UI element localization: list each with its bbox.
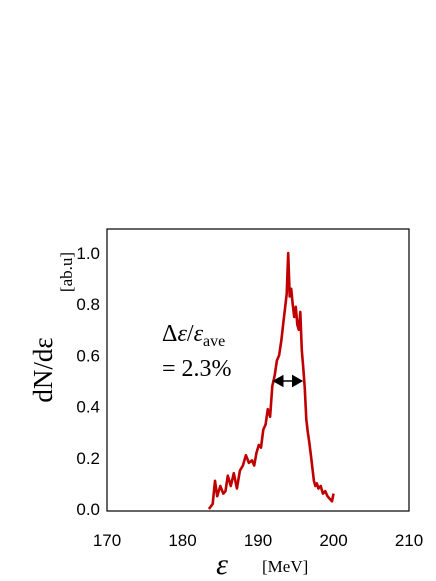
x-tick-label: 210 — [395, 531, 423, 550]
y-tick-labels: 0.0 0.2 0.4 0.6 0.8 1.0 — [76, 244, 100, 519]
x-tick-label: 190 — [244, 531, 272, 550]
spectrum-line — [207, 251, 335, 510]
y-tick-label: 0.4 — [76, 398, 100, 417]
annotation-line1: Δε/εave — [162, 321, 225, 350]
y-tick-label: 0.8 — [76, 295, 100, 314]
x-tick-label: 180 — [168, 531, 196, 550]
y-axis-label: dN/dε — [28, 337, 58, 402]
y-axis-unit: [ab.u] — [57, 252, 76, 292]
y-tick-label: 0.0 — [76, 500, 100, 519]
x-axis-unit: [MeV] — [262, 557, 308, 576]
annotation-slash: / — [187, 321, 194, 347]
y-tick-label: 0.2 — [76, 449, 100, 468]
annotation-sub: ave — [203, 333, 225, 350]
annotation-delta: Δ — [162, 321, 177, 347]
annotation-eps: ε — [177, 321, 187, 347]
annotation-eps2: ε — [194, 321, 204, 347]
y-tick-label: 0.6 — [76, 346, 100, 365]
y-tick-label: 1.0 — [76, 244, 100, 263]
annotation-line2: = 2.3% — [162, 356, 232, 382]
x-tick-label: 170 — [93, 531, 121, 550]
x-tick-labels: 170 180 190 200 210 — [93, 531, 423, 550]
x-tick-label: 200 — [319, 531, 347, 550]
x-axis-symbol: ε — [216, 548, 228, 581]
plot-frame — [106, 228, 410, 512]
